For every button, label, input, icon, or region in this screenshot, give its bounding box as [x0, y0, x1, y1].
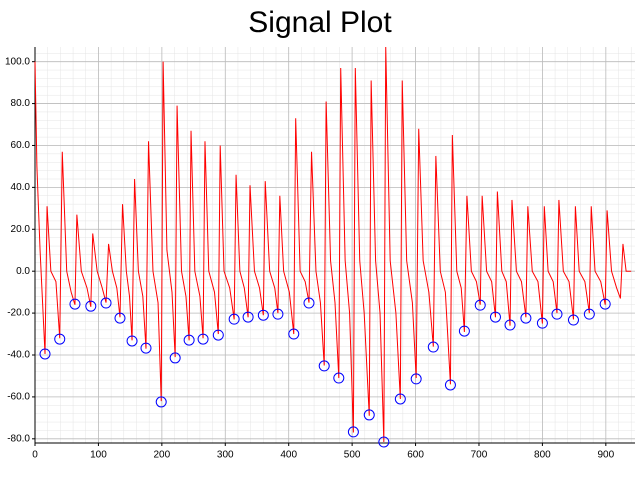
marker	[394, 393, 406, 405]
y-tick-label: -40.0	[7, 350, 30, 361]
marker	[474, 299, 486, 311]
x-tick-label: 300	[217, 450, 234, 461]
marker	[169, 352, 181, 364]
marker	[444, 379, 456, 391]
marker	[212, 329, 224, 341]
x-tick-label: 600	[407, 450, 424, 461]
chart-title: Signal Plot	[248, 6, 392, 39]
marker	[410, 373, 422, 385]
y-tick-label: -60.0	[7, 392, 30, 403]
marker	[504, 319, 516, 331]
y-tick-label: 80.0	[11, 98, 31, 109]
x-tick-label: 800	[534, 450, 551, 461]
y-tick-label: -80.0	[7, 433, 30, 444]
signal-line	[34, 46, 632, 442]
marker	[114, 312, 126, 324]
marker	[583, 308, 595, 320]
y-tick-label: 20.0	[11, 224, 31, 235]
marker	[378, 436, 390, 448]
y-tick-label: 0.0	[16, 266, 30, 277]
y-tick-label: -20.0	[7, 308, 30, 319]
marker	[489, 311, 501, 323]
marker	[303, 297, 315, 309]
marker	[599, 298, 611, 310]
marker	[39, 348, 51, 360]
marker	[272, 308, 284, 320]
y-tick-label: 40.0	[11, 182, 31, 193]
marker	[567, 314, 579, 326]
marker	[155, 396, 167, 408]
marker	[85, 300, 97, 312]
marker	[126, 335, 138, 347]
marker	[69, 298, 81, 310]
y-tick-label: 60.0	[11, 140, 31, 151]
marker	[536, 317, 548, 329]
x-tick-label: 900	[597, 450, 614, 461]
marker	[257, 309, 269, 321]
marker	[318, 360, 330, 372]
x-tick-label: 400	[280, 450, 297, 461]
marker	[458, 325, 470, 337]
marker	[288, 328, 300, 340]
marker	[197, 333, 209, 345]
marker	[551, 308, 563, 320]
marker	[363, 409, 375, 421]
marker	[347, 426, 359, 438]
marker	[140, 342, 152, 354]
marker	[520, 312, 532, 324]
x-tick-label: 100	[90, 450, 107, 461]
marker	[242, 311, 254, 323]
x-tick-label: 500	[344, 450, 361, 461]
marker	[228, 313, 240, 325]
x-tick-label: 0	[32, 450, 38, 461]
marker	[333, 372, 345, 384]
y-tick-label: 100.0	[5, 56, 30, 67]
marker	[183, 334, 195, 346]
marker	[54, 333, 66, 345]
x-tick-label: 200	[154, 450, 171, 461]
x-tick-label: 700	[471, 450, 488, 461]
marker	[427, 341, 439, 353]
marker	[100, 297, 112, 309]
